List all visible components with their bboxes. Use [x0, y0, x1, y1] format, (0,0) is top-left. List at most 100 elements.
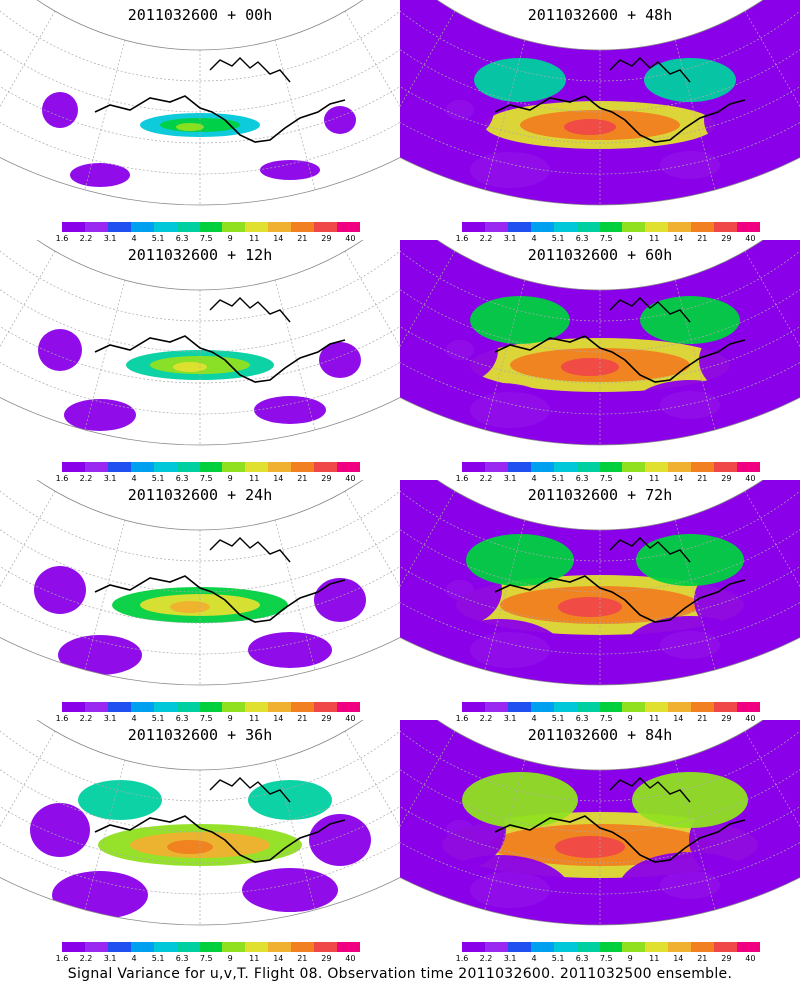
colorbar-swatch [737, 702, 760, 712]
colorbar-tick-label: 9 [627, 234, 633, 243]
colorbar-swatch [176, 222, 200, 232]
colorbar-swatch [622, 942, 646, 952]
colorbar-swatch [737, 942, 760, 952]
colorbar-swatch [507, 462, 531, 472]
colorbar-swatch [245, 462, 269, 472]
colorbar-tick-label: 29 [721, 234, 732, 243]
variance-contour [561, 358, 619, 376]
colorbar-tick-label: 5.1 [551, 714, 565, 723]
colorbar-swatch [199, 222, 223, 232]
colorbar-tick-label: 2.2 [79, 714, 93, 723]
colorbar-labels: 1.6 2.2 3.1 4 5.1 6.3 7.5 9 11 14 21 29 40 [452, 714, 772, 726]
colorbar-swatch [314, 942, 338, 952]
variance-contour [260, 160, 320, 180]
variance-contour [34, 566, 86, 614]
colorbar-swatch [599, 462, 623, 472]
colorbar-tick-label: 4 [531, 714, 537, 723]
meridian-line [84, 520, 126, 670]
meridian-line [344, 10, 400, 146]
colorbar-swatch [291, 462, 315, 472]
meridian-line [400, 730, 456, 866]
variance-contour [558, 597, 622, 617]
colorbar-tick-label: 40 [745, 234, 756, 243]
colorbar-tick-label: 11 [249, 954, 260, 963]
colorbar-swatch [714, 462, 738, 472]
colorbar-swatch [176, 942, 200, 952]
colorbar-swatch [62, 462, 85, 472]
colorbar-swatch [62, 222, 85, 232]
colorbar-swatch [268, 942, 292, 952]
colorbar-tick-label: 2.2 [479, 714, 493, 723]
colorbar-tick-label: 3.1 [103, 474, 117, 483]
colorbar-tick-label: 7.5 [199, 234, 213, 243]
arctic-islands [209, 777, 291, 803]
latitude-line [0, 240, 400, 322]
colorbar-swatch [314, 462, 338, 472]
colorbar-tick-label: 11 [649, 234, 660, 243]
colorbar-tick-label: 29 [721, 474, 732, 483]
latitude-line [0, 0, 400, 113]
colorbar-swatch [553, 942, 577, 952]
colorbar-tick-label: 14 [673, 234, 684, 243]
colorbar-swatch [62, 702, 85, 712]
colorbar-tick-label: 9 [627, 714, 633, 723]
colorbar-tick-label: 3.1 [103, 714, 117, 723]
colorbar-swatch [599, 702, 623, 712]
colorbar-swatch [691, 222, 715, 232]
colorbar-swatch [599, 222, 623, 232]
colorbar-swatch [153, 462, 177, 472]
variance-contour [466, 534, 574, 586]
colorbar-swatch [462, 702, 485, 712]
latitude-line [0, 480, 400, 593]
colorbar-tick-label: 3.1 [503, 474, 517, 483]
variance-contour [440, 383, 560, 445]
latitude-line [0, 240, 400, 353]
coastline [94, 95, 346, 143]
colorbar-tick-label: 6.3 [175, 474, 189, 483]
colorbar-tick-label: 6.3 [575, 954, 589, 963]
latitude-line [400, 480, 800, 593]
colorbar-swatch [130, 222, 154, 232]
colorbar-swatch [576, 462, 600, 472]
colorbar-swatch [645, 462, 669, 472]
colorbar-tick-label: 6.3 [575, 714, 589, 723]
colorbar-swatch [199, 462, 223, 472]
colorbar-tick-label: 4 [531, 234, 537, 243]
colorbar-swatch [291, 702, 315, 712]
colorbar-tick-label: 6.3 [575, 234, 589, 243]
colorbar-swatch [176, 702, 200, 712]
latitude-line [0, 480, 400, 562]
colorbar-tick-label: 5.1 [151, 954, 165, 963]
colorbar-swatch [668, 462, 692, 472]
map-border [400, 720, 800, 926]
colorbar-swatch [714, 942, 738, 952]
map-border [400, 240, 800, 446]
colorbar-tick-label: 5.1 [551, 474, 565, 483]
colorbar-tick-label: 40 [345, 234, 356, 243]
colorbar-tick-label: 9 [227, 474, 233, 483]
colorbar-tick-label: 5.1 [551, 234, 565, 243]
colorbar-swatch [153, 942, 177, 952]
colorbar-tick-label: 7.5 [599, 474, 613, 483]
colorbar-tick-label: 5.1 [151, 234, 165, 243]
colorbar-tick-label: 4 [131, 234, 137, 243]
colorbar-tick-label: 7.5 [599, 234, 613, 243]
meridian-line [274, 280, 316, 430]
colorbar-swatch [337, 222, 360, 232]
variance-contour [30, 803, 90, 857]
colorbar-labels: 1.6 2.2 3.1 4 5.1 6.3 7.5 9 11 14 21 29 40 [452, 954, 772, 966]
colorbar [462, 462, 760, 472]
colorbar-tick-label: 3.1 [103, 954, 117, 963]
colorbar-labels: 1.6 2.2 3.1 4 5.1 6.3 7.5 9 11 14 21 29 40 [452, 234, 772, 246]
colorbar-swatch [268, 702, 292, 712]
colorbar-tick-label: 2.2 [79, 954, 93, 963]
colorbar-swatch [507, 702, 531, 712]
polar-map [400, 480, 800, 686]
colorbar-swatch [484, 942, 508, 952]
colorbar-swatch [599, 942, 623, 952]
colorbar-tick-label: 2.2 [479, 474, 493, 483]
map-border [0, 720, 400, 926]
colorbar-tick-label: 6.3 [175, 234, 189, 243]
colorbar [462, 222, 760, 232]
colorbar-swatch [484, 702, 508, 712]
